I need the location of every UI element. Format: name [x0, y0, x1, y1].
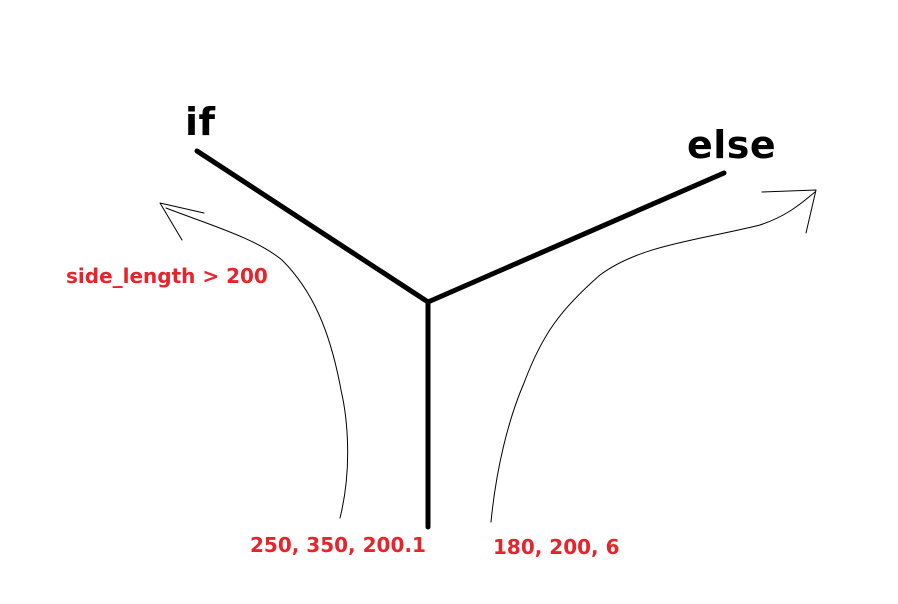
else-branch-line — [425, 170, 727, 305]
condition-label: side_length > 200 — [66, 264, 268, 288]
else-input-values: 180, 200, 6 — [493, 535, 620, 559]
if-label: if — [185, 100, 216, 144]
else-arrow-head — [761, 189, 817, 234]
if-arrow-head — [159, 202, 205, 241]
else-arrow-curve — [490, 191, 816, 523]
else-label: else — [687, 123, 777, 167]
if-branch-line — [194, 148, 431, 305]
if-arrow-curve — [165, 207, 349, 519]
if-input-values: 250, 350, 200.1 — [250, 533, 426, 557]
